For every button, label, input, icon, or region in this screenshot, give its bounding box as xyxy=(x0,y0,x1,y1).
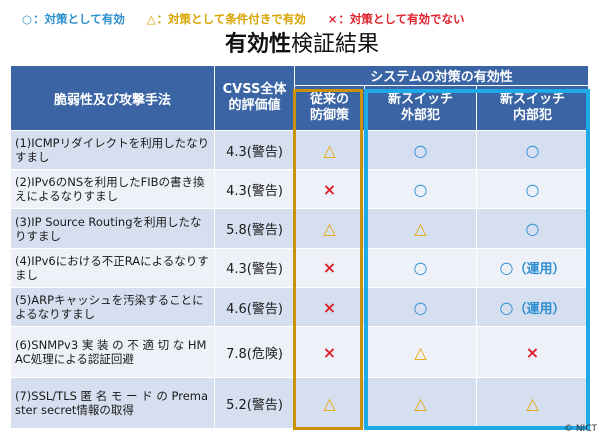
page-title-rest: 検証結果 xyxy=(291,32,380,57)
status-mark: ○ xyxy=(525,179,540,199)
external-cell: △ xyxy=(364,326,477,379)
internal-cell: ○（運用） xyxy=(476,286,589,328)
table-row: (1)ICMPリダイレクトを利用したなりすまし 4.3(警告) △ ○ ○ xyxy=(10,129,589,171)
legend-ineffective: × ：対策として有効でない xyxy=(328,11,465,27)
page-title: 有効性検証結果 xyxy=(0,30,604,60)
cvss-cell: 4.3(警告) xyxy=(214,169,295,210)
cvss-cell: 5.2(警告) xyxy=(214,377,295,429)
internal-cell: ○ xyxy=(476,129,589,171)
legend-effective-text: ：対策として有効 xyxy=(33,12,125,26)
status-mark: ○ xyxy=(499,297,514,317)
header-cvss-line1: CVSS全体 xyxy=(222,82,287,97)
legacy-cell: △ xyxy=(294,377,365,429)
operation-note: （運用） xyxy=(513,262,566,278)
internal-cell: ○ xyxy=(476,208,589,249)
circle-icon: ○ xyxy=(22,12,33,26)
effectiveness-table: 脆弱性及び攻撃手法 CVSS全体 的評価値 システムの対策の有効性 従来の 防御策 … xyxy=(10,65,589,429)
header-ext-line1: 新スイッチ xyxy=(387,92,453,107)
header-int-line2: 内部犯 xyxy=(512,108,552,123)
header-legacy-defense: 従来の 防御策 xyxy=(294,85,365,131)
status-mark: △ xyxy=(414,219,427,239)
vulnerability-cell: (1)ICMPリダイレクトを利用したなりすまし xyxy=(10,129,215,171)
external-cell: △ xyxy=(364,377,477,429)
status-mark: × xyxy=(322,179,337,199)
copyright: © NICT xyxy=(563,424,597,434)
table-row: (5)ARPキャッシュを汚染することによるなりすまし 4.6(警告) × ○ ○… xyxy=(10,286,589,328)
internal-cell: × xyxy=(476,326,589,379)
vulnerability-cell: (3)IP Source Routingを利用したなりすまし xyxy=(10,208,215,249)
header-new-switch-external: 新スイッチ 外部犯 xyxy=(364,85,477,131)
triangle-icon: △ xyxy=(146,12,156,26)
header-ext-line2: 外部犯 xyxy=(400,108,440,123)
legend-conditional-text: ：対策として条件付きで有効 xyxy=(156,12,306,26)
external-cell: ○ xyxy=(364,129,477,171)
status-mark: △ xyxy=(414,342,427,362)
legend-ineffective-text: ：対策として有効でない xyxy=(338,12,465,26)
status-mark: ○ xyxy=(525,140,540,160)
internal-cell: △ xyxy=(476,377,589,429)
status-mark: × xyxy=(322,258,337,278)
page-title-strong: 有効性 xyxy=(224,32,291,57)
status-mark: ○ xyxy=(413,297,428,317)
table-row: (2)IPv6のNSを利用したFIBの書き換えによるなりすまし 4.3(警告) … xyxy=(10,169,589,210)
cvss-cell: 4.3(警告) xyxy=(214,247,295,288)
legacy-cell: △ xyxy=(294,208,365,249)
external-cell: △ xyxy=(364,208,477,249)
vulnerability-cell: (4)IPv6における不正RAによるなりすまし xyxy=(10,247,215,288)
table-row: (3)IP Source Routingを利用したなりすまし 5.8(警告) △… xyxy=(10,208,589,249)
legacy-cell: × xyxy=(294,169,365,210)
table-row: (4)IPv6における不正RAによるなりすまし 4.3(警告) × ○ ○（運用… xyxy=(10,247,589,288)
cvss-cell: 5.8(警告) xyxy=(214,208,295,249)
status-mark: × xyxy=(322,297,337,317)
legend-conditional: △ ：対策として条件付きで有効 xyxy=(147,11,306,27)
internal-cell: ○ xyxy=(476,169,589,210)
status-mark: × xyxy=(525,342,540,362)
header-legacy-line1: 従来の xyxy=(309,92,349,107)
legacy-cell: × xyxy=(294,247,365,288)
operation-note: （運用） xyxy=(513,301,566,317)
table-row: (7)SSL/TLS 匿 名 モ ー ド の Premaster secret情… xyxy=(10,377,589,429)
external-cell: ○ xyxy=(364,169,477,210)
header-new-switch-internal: 新スイッチ 内部犯 xyxy=(476,85,589,131)
internal-cell: ○（運用） xyxy=(476,247,589,288)
external-cell: ○ xyxy=(364,247,477,288)
header-legacy-line2: 防御策 xyxy=(309,108,349,123)
header-system-effectiveness: システムの対策の有効性 xyxy=(294,65,589,86)
legacy-cell: × xyxy=(294,286,365,328)
legacy-cell: × xyxy=(294,326,365,379)
vulnerability-cell: (2)IPv6のNSを利用したFIBの書き換えによるなりすまし xyxy=(10,169,215,210)
status-mark: △ xyxy=(323,393,336,413)
header-int-line1: 新スイッチ xyxy=(499,92,565,107)
vulnerability-cell: (5)ARPキャッシュを汚染することによるなりすまし xyxy=(10,286,215,328)
legend: ○ ：対策として有効 △ ：対策として条件付きで有効 × ：対策として有効でない xyxy=(22,11,582,27)
external-cell: ○ xyxy=(364,286,477,328)
cvss-cell: 4.3(警告) xyxy=(214,129,295,171)
status-mark: ○ xyxy=(525,219,540,239)
header-cvss: CVSS全体 的評価値 xyxy=(214,65,295,131)
legacy-cell: △ xyxy=(294,129,365,171)
status-mark: △ xyxy=(323,140,336,160)
cvss-cell: 4.6(警告) xyxy=(214,286,295,328)
status-mark: △ xyxy=(526,393,539,413)
status-mark: ○ xyxy=(499,258,514,278)
status-mark: ○ xyxy=(413,258,428,278)
legend-effective: ○ ：対策として有効 xyxy=(22,11,125,27)
table-row: (6)SNMPv3 実 装 の 不 適 切 な HMAC処理による認証回避 7.… xyxy=(10,326,589,379)
status-mark: △ xyxy=(323,219,336,239)
cross-icon: × xyxy=(327,12,338,26)
status-mark: ○ xyxy=(413,179,428,199)
vulnerability-cell: (7)SSL/TLS 匿 名 モ ー ド の Premaster secret情… xyxy=(10,377,215,429)
status-mark: ○ xyxy=(413,140,428,160)
header-cvss-line2: 的評価値 xyxy=(228,98,281,113)
header-vulnerability: 脆弱性及び攻撃手法 xyxy=(10,65,215,131)
vulnerability-cell: (6)SNMPv3 実 装 の 不 適 切 な HMAC処理による認証回避 xyxy=(10,326,215,379)
cvss-cell: 7.8(危険) xyxy=(214,326,295,379)
status-mark: △ xyxy=(414,393,427,413)
status-mark: × xyxy=(322,342,337,362)
